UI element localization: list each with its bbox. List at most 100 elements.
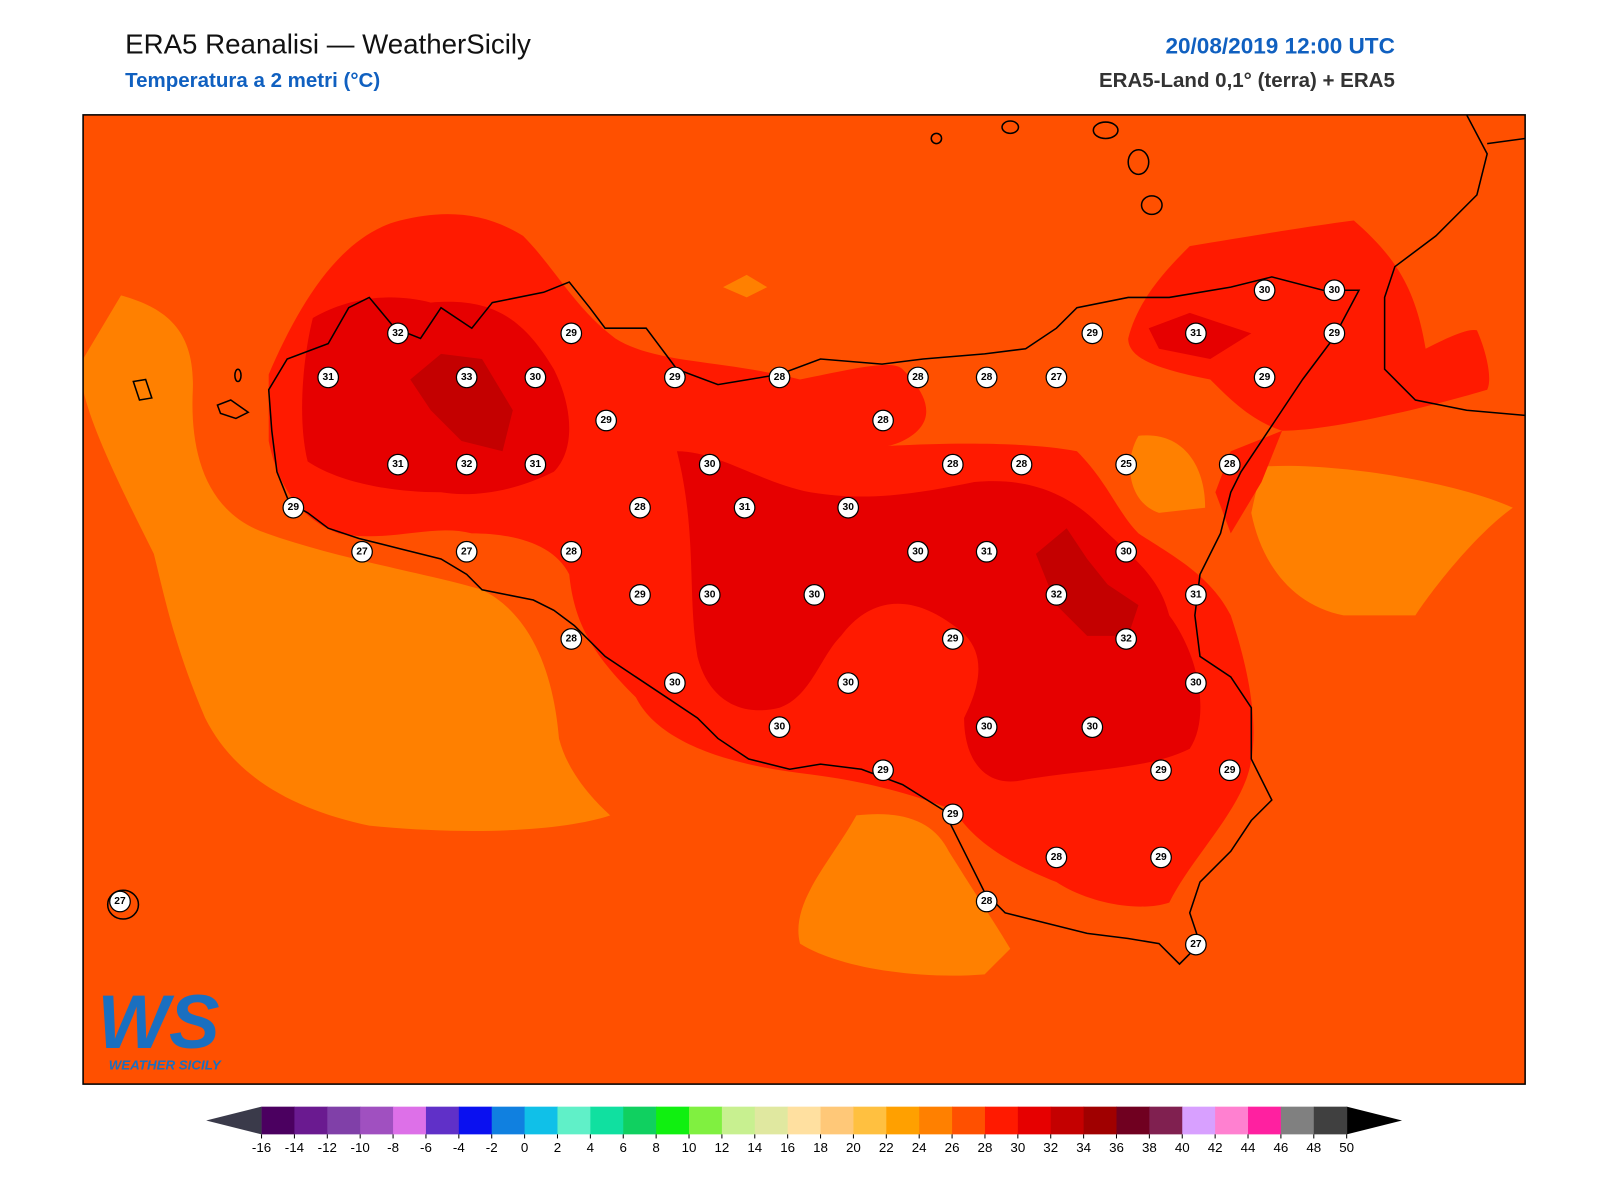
station-marker	[1115, 628, 1138, 650]
colorbar-tick-label: 10	[682, 1140, 697, 1155]
station: 29	[941, 803, 964, 826]
colorbar-box	[491, 1106, 526, 1135]
datetime: 20/08/2019 12:00 UTC	[1165, 33, 1394, 58]
station: 32	[1115, 628, 1138, 650]
colorbar-tick-label: -6	[420, 1140, 432, 1155]
station-value: 32	[1051, 589, 1063, 600]
station-value: 30	[843, 502, 855, 513]
station-marker	[872, 409, 894, 432]
station: 28	[1010, 453, 1033, 476]
colorbar-box	[294, 1106, 328, 1135]
station: 28	[975, 890, 998, 913]
station-value: 27	[461, 546, 473, 557]
field-24	[83, 295, 611, 831]
station-marker	[1081, 322, 1104, 345]
station: 29	[872, 759, 894, 782]
colorbar-box	[458, 1106, 493, 1135]
station: 29	[1323, 322, 1346, 345]
map: 30 30 32 29 29 31 29 31 33 30 29 28 28 28 27 29 29 28 31 32…	[83, 114, 1526, 1085]
station-marker	[975, 540, 998, 563]
colorbar-tick-label: 48	[1306, 1140, 1321, 1155]
station: 28	[1218, 453, 1241, 476]
station-value: 31	[739, 502, 751, 513]
station-marker	[768, 366, 791, 389]
colorbar-box	[1248, 1106, 1282, 1135]
station: 31	[387, 453, 409, 476]
station-marker	[872, 759, 894, 782]
colorbar-tick-label: -14	[285, 1140, 305, 1155]
station: 31	[524, 453, 547, 476]
station-marker	[975, 716, 998, 739]
station-marker	[560, 322, 583, 345]
station-value: 27	[1051, 372, 1063, 383]
station-value: 27	[114, 896, 126, 907]
station-marker	[1081, 716, 1104, 739]
colorbar-tick-label: 38	[1142, 1140, 1157, 1155]
station-value: 28	[912, 372, 924, 383]
station: 31	[317, 366, 340, 389]
station: 30	[698, 453, 721, 476]
station: 30	[524, 366, 547, 389]
colorbar-tick-label: 14	[747, 1140, 762, 1155]
station-value: 30	[809, 589, 821, 600]
station: 29	[629, 583, 651, 606]
colorbar-tick-label: 12	[714, 1140, 729, 1155]
station-value: 30	[981, 722, 993, 733]
station-value: 29	[634, 589, 646, 600]
colorbar-tick-label: 36	[1109, 1140, 1124, 1155]
colorbar-box	[952, 1106, 986, 1135]
station: 33	[455, 366, 478, 389]
station: 27	[1045, 366, 1068, 389]
station: 30	[768, 716, 791, 739]
station: 28	[975, 366, 998, 389]
station-value: 31	[323, 372, 335, 383]
station: 27	[109, 890, 131, 913]
station-marker	[975, 890, 998, 913]
colorbar-tick-label: 16	[780, 1140, 795, 1155]
colorbar-tick-label: 24	[912, 1140, 927, 1155]
field-24	[1251, 465, 1513, 616]
station-value: 30	[1329, 285, 1341, 296]
station-marker	[455, 453, 478, 476]
colorbar-tick-label: 46	[1273, 1140, 1288, 1155]
station-value: 28	[1051, 852, 1063, 863]
station-value: 29	[1259, 372, 1271, 383]
colorbar-box	[1280, 1106, 1315, 1135]
colorbar-box	[1215, 1106, 1249, 1135]
colorbar-box	[1017, 1106, 1052, 1135]
station-value: 29	[947, 809, 959, 820]
station-value: 29	[1224, 765, 1236, 776]
station-marker	[1045, 366, 1068, 389]
colorbar-tick-label: 2	[554, 1140, 561, 1155]
station: 31	[975, 540, 998, 563]
station-value: 29	[877, 765, 889, 776]
station-value: 32	[1120, 633, 1132, 644]
station-marker	[663, 366, 686, 389]
station-value: 29	[1329, 328, 1341, 339]
colorbar-box	[360, 1106, 394, 1135]
colorbar-box	[623, 1106, 657, 1135]
colorbar-box	[393, 1106, 427, 1135]
station-marker	[351, 540, 373, 563]
station-value: 29	[566, 328, 578, 339]
station-marker	[941, 628, 964, 650]
station: 29	[595, 409, 618, 432]
station-marker	[1185, 672, 1207, 694]
station: 28	[560, 628, 583, 650]
station-value: 30	[669, 678, 681, 689]
station: 30	[837, 496, 860, 519]
station-marker	[387, 322, 409, 345]
subtitle: Temperatura a 2 metri (°C)	[125, 69, 380, 92]
colorbar-box	[1313, 1106, 1348, 1135]
station-value: 30	[1259, 285, 1271, 296]
station-value: 31	[981, 546, 993, 557]
station-marker	[1253, 279, 1276, 302]
colorbar-tick-label: -16	[252, 1140, 271, 1155]
station: 30	[698, 583, 721, 606]
station: 30	[1115, 540, 1138, 563]
station: 30	[1253, 279, 1276, 302]
field-32	[1035, 528, 1139, 636]
station-marker	[1218, 453, 1241, 476]
station: 29	[1218, 759, 1241, 782]
